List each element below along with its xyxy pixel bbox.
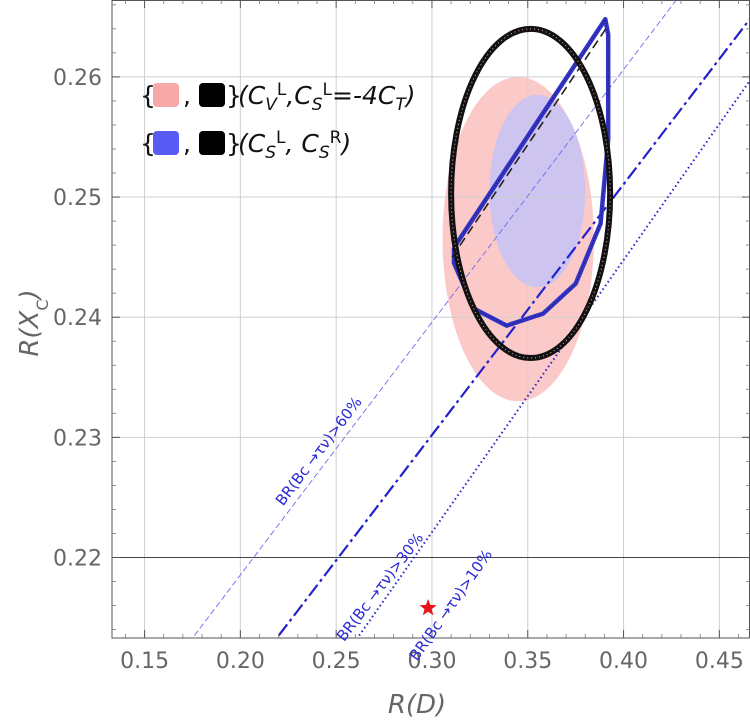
contour-label-0: BR(Bc →τν)>60%	[272, 393, 366, 509]
legend-separator: ,	[183, 81, 191, 110]
contour-line-2	[358, 78, 750, 637]
sm-star-point	[419, 599, 437, 616]
dashed-black-line	[451, 24, 609, 258]
grid	[112, 0, 750, 638]
contour-line-1	[277, 17, 750, 637]
y-axis-title: R(XC)	[15, 289, 52, 356]
legend-swatch-color	[153, 83, 179, 107]
legend: {,}(CVL,CSL=-4CT){,}(CSL, CSR)	[140, 80, 416, 163]
y-tick-label-2: 0.24	[53, 306, 102, 331]
x-tick-label-6: 0.45	[695, 649, 744, 674]
y-tick-label-1: 0.23	[53, 426, 102, 451]
axis-ticks: 0.15 0.20 0.25 0.30 0.35 0.40 0.45 0.22 0.23 0.24…	[53, 0, 750, 674]
legend-entry-0: {,}(CVL,CSL=-4CT)	[140, 80, 416, 115]
y-tick-label-0: 0.22	[53, 546, 102, 571]
y-tick-label-3: 0.25	[53, 186, 102, 211]
x-tick-label-5: 0.40	[599, 649, 648, 674]
x-tick-label-3: 0.30	[407, 649, 456, 674]
data-curves	[194, 0, 750, 637]
legend-brace-close: }	[226, 81, 242, 110]
x-tick-label-2: 0.25	[312, 649, 361, 674]
legend-entry-1: {,}(CSL, CSR)	[140, 128, 351, 163]
y-tick-label-4: 0.26	[53, 66, 102, 91]
legend-brace-open: {	[140, 129, 156, 158]
region-1	[489, 94, 586, 288]
x-tick-label-1: 0.20	[216, 649, 265, 674]
legend-brace-close: }	[226, 129, 242, 158]
legend-swatch-black	[199, 83, 225, 107]
legend-label: (CVL,CSL=-4CT)	[238, 80, 416, 115]
allowed-regions	[442, 76, 594, 402]
x-axis-title: R(D)	[388, 690, 446, 720]
legend-swatch-color	[153, 131, 179, 155]
black-ellipse-texture	[450, 28, 611, 359]
legend-brace-open: {	[140, 81, 156, 110]
legend-swatch-black	[199, 131, 225, 155]
contour-label-2: BR(Bc →τν)>10%	[406, 546, 496, 664]
legend-label: (CSL, CSR)	[238, 128, 351, 163]
x-tick-label-0: 0.15	[120, 649, 169, 674]
y-axis-title-text: R(XC)	[15, 289, 52, 356]
contour-line-0	[194, 0, 677, 636]
contour-labels: BR(Bc →τν)>60%BR(Bc →τν)>30%BR(Bc →τν)>1…	[272, 393, 496, 664]
x-tick-label-4: 0.35	[503, 649, 552, 674]
legend-separator: ,	[183, 129, 191, 158]
